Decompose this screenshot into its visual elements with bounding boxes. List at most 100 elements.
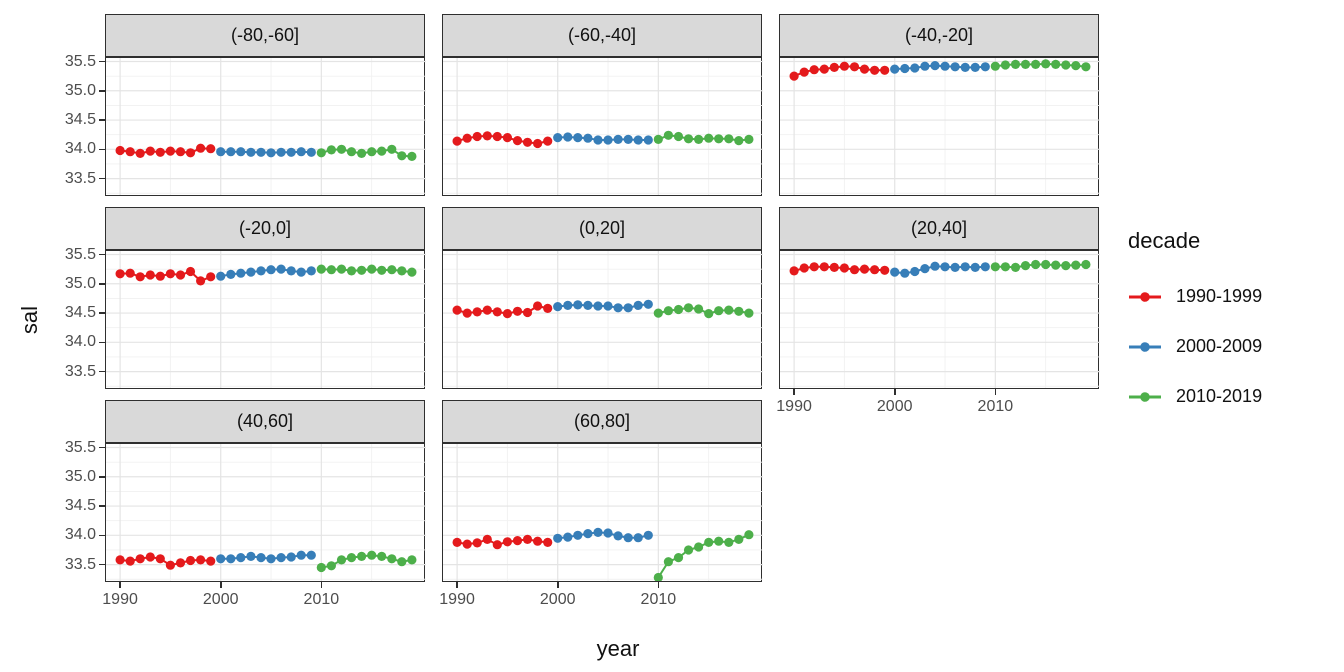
- data-point: [316, 264, 326, 274]
- data-point: [357, 148, 367, 158]
- data-point: [613, 134, 623, 144]
- y-tick-mark: [98, 282, 105, 285]
- legend-entry-label: 2010-2019: [1176, 386, 1263, 406]
- y-tick-label: 34.5: [64, 497, 96, 515]
- data-point: [583, 529, 593, 539]
- data-point: [306, 147, 316, 157]
- data-point: [196, 276, 206, 286]
- data-point: [1020, 59, 1031, 69]
- data-point: [155, 271, 165, 281]
- data-point: [563, 300, 573, 310]
- legend-key-icon: [1129, 341, 1161, 352]
- data-point: [533, 536, 543, 546]
- series-line-2010-2019: [657, 134, 750, 142]
- data-point: [145, 552, 155, 562]
- data-point: [573, 133, 583, 143]
- x-tick-label: 1990: [102, 591, 138, 608]
- x-tick-mark: [556, 582, 559, 588]
- series-line-2000-2009: [220, 268, 312, 278]
- data-point: [502, 537, 512, 547]
- x-tick-label: 1990: [776, 398, 812, 415]
- data-point: [387, 554, 397, 564]
- data-point: [286, 552, 296, 562]
- data-point: [206, 272, 216, 282]
- data-point: [125, 147, 135, 157]
- data-point: [367, 264, 377, 274]
- data-point: [573, 530, 583, 540]
- y-tick-mark: [98, 60, 105, 63]
- data-point: [543, 537, 553, 547]
- data-point: [135, 148, 145, 158]
- facet-cell: (40,60] 35.5 35.0 34.5 34.0 33.5 1990 2000 2010: [65, 400, 426, 608]
- data-point: [326, 265, 336, 275]
- data-point: [407, 151, 417, 161]
- data-point: [960, 62, 970, 72]
- legend-entry: 2000-2009: [1128, 336, 1262, 357]
- data-point: [492, 131, 502, 142]
- facet-plot-svg: [106, 58, 426, 195]
- data-point: [316, 148, 326, 158]
- x-tick-mark: [994, 389, 997, 395]
- data-point: [553, 302, 563, 312]
- y-tick-mark: [98, 446, 105, 449]
- facet-strip: (-60,-40]: [442, 14, 762, 57]
- data-point: [859, 64, 870, 74]
- legend-key-icon: [1129, 291, 1161, 302]
- series-line-2010-2019: [995, 263, 1086, 269]
- data-point: [216, 554, 226, 564]
- series-line-2000-2009: [557, 303, 649, 309]
- data-point: [155, 147, 165, 157]
- data-point: [799, 263, 809, 273]
- facet-cell: (-60,-40]: [442, 14, 763, 196]
- facet-plot-svg: [443, 251, 763, 388]
- data-point: [387, 144, 397, 154]
- data-point: [734, 136, 744, 146]
- data-point: [623, 303, 633, 313]
- data-point: [492, 307, 502, 317]
- facet-strip-label: (40,60]: [236, 411, 294, 431]
- data-point: [533, 301, 543, 311]
- y-tick-label: 34.0: [64, 526, 96, 544]
- data-point: [512, 306, 523, 316]
- facet-cell: (-80,-60] 35.5 35.0 34.5 34.0 33.5: [65, 14, 426, 196]
- data-point: [819, 262, 829, 272]
- y-tick-mark: [98, 89, 105, 92]
- data-point: [452, 136, 462, 146]
- data-point: [1031, 259, 1041, 270]
- data-point: [683, 303, 694, 313]
- data-point: [1000, 60, 1010, 70]
- data-point: [623, 533, 633, 543]
- data-point: [196, 555, 206, 565]
- data-point: [472, 307, 482, 317]
- data-point: [296, 267, 306, 277]
- data-point: [910, 266, 920, 277]
- data-point: [673, 304, 684, 315]
- data-point: [175, 558, 186, 568]
- facet-strip: (-20,0]: [105, 207, 425, 250]
- data-point: [859, 264, 870, 274]
- data-point: [694, 304, 704, 314]
- data-point: [266, 554, 276, 564]
- data-point: [950, 62, 960, 72]
- legend-entry: 2010-2019: [1128, 386, 1262, 407]
- data-point: [880, 65, 890, 75]
- data-point: [1061, 60, 1071, 70]
- x-axis-title: year: [596, 636, 640, 661]
- data-point: [543, 303, 553, 313]
- facet-plot-svg: [443, 58, 763, 195]
- data-point: [970, 262, 980, 272]
- data-point: [266, 265, 276, 275]
- data-point: [553, 533, 563, 543]
- data-point: [704, 133, 714, 143]
- series-line-2000-2009: [220, 554, 312, 560]
- data-point: [407, 267, 417, 277]
- data-point: [306, 550, 316, 560]
- facet-cell: (-20,0] 35.5 35.0 34.5 34.0 33.5: [65, 207, 426, 389]
- y-tick-label: 35.0: [64, 467, 96, 485]
- data-point: [346, 553, 357, 563]
- data-point: [492, 540, 502, 550]
- data-point: [734, 534, 744, 544]
- data-point: [683, 545, 694, 555]
- y-tick-mark: [98, 119, 105, 121]
- data-point: [236, 268, 246, 278]
